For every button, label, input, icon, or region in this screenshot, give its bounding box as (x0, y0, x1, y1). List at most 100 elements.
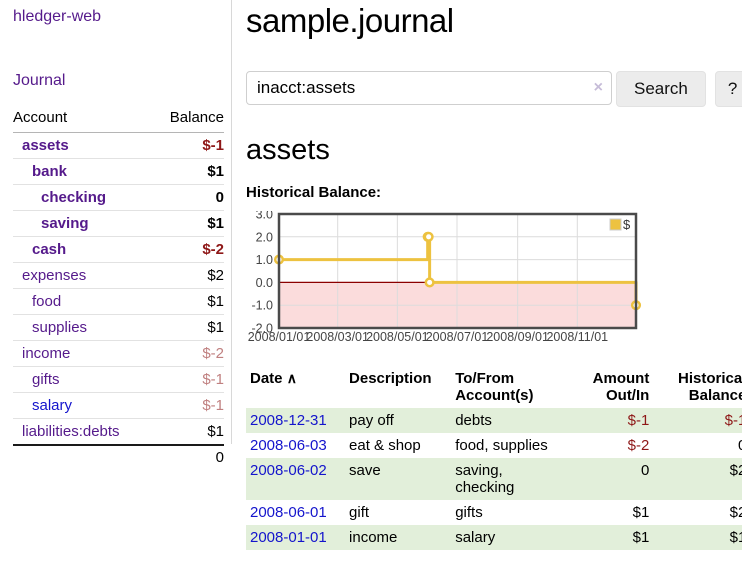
transaction-balance: $2 (729, 462, 742, 479)
register-header-date: Date ∧ (250, 370, 297, 387)
nav: Journal (13, 72, 224, 90)
account-link-cash[interactable]: cash (32, 241, 67, 258)
transaction-date-link[interactable]: 2008-06-01 (250, 504, 327, 521)
svg-text:-2.0: -2.0 (251, 322, 273, 336)
sort-asc-icon: ∧ (286, 370, 297, 386)
account-row: income $-2 (13, 340, 224, 367)
account-row: saving $1 (13, 210, 224, 237)
register-row: 2008-06-01 gift gifts $1 $2 (246, 500, 742, 525)
clear-search-icon[interactable]: × (593, 79, 603, 96)
transaction-balance: $2 (729, 504, 742, 521)
account-row: checking 0 (13, 184, 224, 211)
search-help-button[interactable]: ? (714, 71, 742, 107)
transaction-date-link[interactable]: 2008-06-02 (250, 462, 327, 479)
account-balance: $-1 (152, 392, 224, 419)
transaction-date-link[interactable]: 2008-12-31 (250, 412, 327, 429)
account-row: bank $1 (13, 158, 224, 185)
register-header-description: Description (349, 370, 432, 387)
svg-text:2008/01/01: 2008/01/01 (248, 330, 311, 344)
svg-text:2008/07/01: 2008/07/01 (426, 330, 489, 344)
historical-balance-chart: 3.0 2.0 1.0 0.0 -1.0 -2.0 2008/01/01 2008/03/01… (246, 208, 742, 352)
register-row: 2008-12-31 pay off debts $-1 $-1 (246, 408, 742, 433)
register-header-balance: Historical Balance (677, 370, 742, 404)
transaction-balance: $1 (729, 529, 742, 546)
account-balance: $1 (152, 314, 224, 341)
svg-text:3.0: 3.0 (256, 211, 273, 222)
svg-text:2008/11/01: 2008/11/01 (546, 330, 608, 344)
accounts-total-row: 0 (13, 444, 224, 470)
account-balance: $-2 (152, 340, 224, 367)
svg-text:2008/03/01: 2008/03/01 (306, 330, 369, 344)
transaction-description: gift (349, 504, 370, 521)
transaction-amount: 0 (640, 462, 650, 479)
account-row: gifts $-1 (13, 366, 224, 393)
transaction-description: eat & shop (349, 437, 421, 454)
account-link-expenses[interactable]: expenses (22, 267, 87, 284)
register-header-account: To/From Account(s) (455, 370, 534, 404)
sidebar: hledger-web Journal Account Balance asse… (0, 0, 232, 470)
account-link-gifts[interactable]: gifts (32, 371, 60, 388)
account-balance: $-1 (152, 132, 224, 159)
account-link-checking[interactable]: checking (41, 189, 107, 206)
transaction-account: food, supplies (455, 437, 548, 454)
search-button[interactable]: Search (616, 71, 706, 107)
transaction-description: save (349, 462, 381, 479)
account-balance: 0 (152, 184, 224, 211)
account-row: assets $-1 (13, 132, 224, 159)
accounts-header-balance: Balance (152, 105, 224, 133)
svg-text:0.0: 0.0 (256, 276, 273, 290)
account-balance: $1 (152, 418, 224, 446)
account-link-food[interactable]: food (32, 293, 62, 310)
account-row: expenses $2 (13, 262, 224, 289)
svg-text:2008/09/01: 2008/09/01 (486, 330, 549, 344)
accounts-table: Account Balance assets $-1 bank $1 check… (13, 105, 224, 470)
account-balance: $1 (152, 288, 224, 315)
accounts-total-balance: 0 (152, 444, 224, 470)
transaction-amount: $1 (632, 529, 650, 546)
transaction-description: pay off (349, 412, 394, 429)
register-table: Date ∧ Description To/From Account(s) Am… (246, 368, 742, 550)
transaction-amount: $1 (632, 504, 650, 521)
transaction-account: saving, checking (455, 462, 515, 496)
chart-title: Historical Balance: (246, 184, 382, 201)
account-link-assets[interactable]: assets (22, 137, 69, 154)
account-link-liabilities-debts[interactable]: liabilities:debts (22, 423, 120, 440)
transaction-date-link[interactable]: 2008-06-03 (250, 437, 327, 454)
register-row: 2008-06-02 save saving, checking 0 $2 (246, 458, 742, 500)
transaction-account: debts (455, 412, 492, 429)
account-link-supplies[interactable]: supplies (32, 319, 88, 336)
account-row: salary $-1 (13, 392, 224, 419)
account-balance: $-1 (152, 366, 224, 393)
account-heading: assets (246, 134, 330, 166)
svg-text:1.0: 1.0 (256, 253, 273, 267)
register-header-amount: Amount Out/In (592, 370, 650, 404)
svg-text:2.0: 2.0 (256, 230, 273, 244)
nav-journal-link[interactable]: Journal (13, 72, 66, 89)
main-content: sample.journal × Search ? assets Histori… (232, 0, 742, 582)
account-link-salary[interactable]: salary (32, 397, 73, 414)
account-row: supplies $1 (13, 314, 224, 341)
search-input[interactable] (246, 71, 612, 105)
account-link-income[interactable]: income (22, 345, 71, 362)
account-row: liabilities:debts $1 (13, 418, 224, 446)
register-header-row: Date ∧ Description To/From Account(s) Am… (246, 368, 742, 408)
transaction-account: salary (455, 529, 496, 546)
transaction-description: income (349, 529, 398, 546)
account-balance: $-2 (152, 236, 224, 263)
transaction-balance: 0 (653, 433, 742, 458)
account-link-bank[interactable]: bank (32, 163, 68, 180)
account-link-saving[interactable]: saving (41, 215, 89, 232)
account-balance: $2 (152, 262, 224, 289)
register-row: 2008-01-01 income salary $1 $1 (246, 525, 742, 550)
transaction-date-link[interactable]: 2008-01-01 (250, 529, 327, 546)
svg-text:$: $ (623, 217, 631, 232)
accounts-header-account: Account (13, 105, 153, 133)
transaction-amount: $-2 (627, 437, 650, 454)
account-row: cash $-2 (13, 236, 224, 263)
transaction-balance: $-1 (724, 412, 742, 429)
accounts-header-row: Account Balance (13, 105, 224, 133)
register-row: 2008-06-03 eat & shop food, supplies $-2… (246, 433, 742, 458)
account-row: food $1 (13, 288, 224, 315)
app-brand-link[interactable]: hledger-web (13, 8, 102, 25)
transaction-account: gifts (455, 504, 483, 521)
